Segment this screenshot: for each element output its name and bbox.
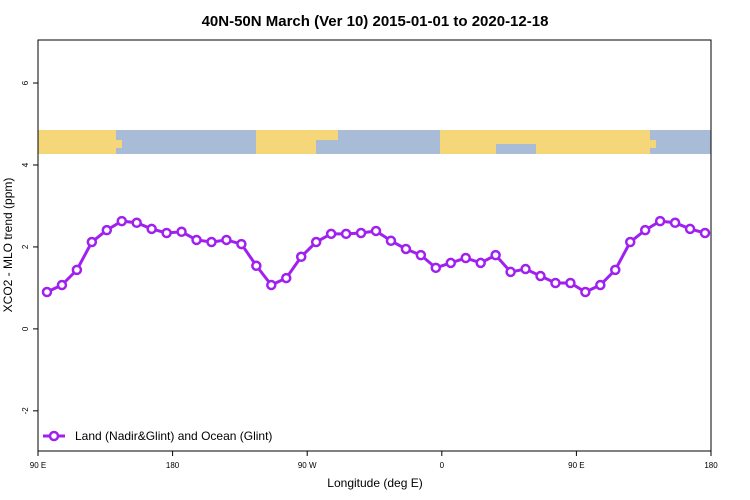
data-point xyxy=(654,215,666,227)
data-point xyxy=(370,225,382,237)
y-tick-label: -2 xyxy=(21,407,30,415)
data-point xyxy=(116,215,128,227)
data-point xyxy=(266,279,277,291)
data-point xyxy=(520,263,531,275)
data-point xyxy=(131,217,142,229)
data-point xyxy=(101,224,113,236)
data-point xyxy=(610,264,621,276)
data-point xyxy=(281,272,292,284)
data-point xyxy=(236,238,247,250)
data-point xyxy=(669,217,681,229)
data-point xyxy=(699,227,711,239)
data-point xyxy=(475,257,486,269)
data-point xyxy=(445,257,457,269)
data-point xyxy=(415,249,427,261)
data-point xyxy=(550,277,561,289)
data-point xyxy=(206,236,217,248)
y-tick-label: 0 xyxy=(21,326,30,331)
data-point xyxy=(325,228,337,240)
data-point xyxy=(191,234,202,246)
data-point xyxy=(385,235,397,247)
y-tick-label: 4 xyxy=(21,162,30,167)
y-tick-label: 6 xyxy=(21,80,30,85)
data-point xyxy=(460,252,471,264)
data-point xyxy=(56,279,68,291)
x-axis-label: Longitude (deg E) xyxy=(327,476,422,490)
legend-label: Land (Nadir&Glint) and Ocean (Glint) xyxy=(75,429,272,443)
legend-marker xyxy=(48,430,60,442)
data-point xyxy=(430,262,442,274)
data-point xyxy=(146,223,157,235)
data-point xyxy=(161,227,172,239)
data-point xyxy=(684,223,696,235)
data-point xyxy=(41,286,53,298)
data-point xyxy=(580,286,591,298)
y-tick-label: 2 xyxy=(21,244,30,249)
map-strip xyxy=(38,130,711,154)
x-tick-label: 0 xyxy=(440,461,445,470)
data-point xyxy=(71,264,83,276)
chart-title: 40N-50N March (Ver 10) 2015-01-01 to 202… xyxy=(202,13,549,30)
data-point xyxy=(639,224,651,236)
data-point xyxy=(505,266,516,278)
data-point xyxy=(565,277,576,289)
data-point xyxy=(595,279,606,291)
data-point xyxy=(340,228,352,240)
x-tick-label: 90 E xyxy=(568,461,584,470)
x-tick-label: 180 xyxy=(704,461,718,470)
data-point xyxy=(355,227,367,239)
data-point xyxy=(400,243,412,255)
data-point xyxy=(624,236,636,248)
data-point xyxy=(310,236,322,248)
x-tick-label: 90 E xyxy=(30,461,46,470)
x-tick-label: 90 W xyxy=(298,461,317,470)
data-point xyxy=(295,251,307,263)
data-point xyxy=(221,234,232,246)
x-tick-label: 180 xyxy=(166,461,180,470)
data-point xyxy=(86,236,98,248)
data-point xyxy=(535,270,546,282)
data-point xyxy=(490,249,501,261)
data-point xyxy=(176,226,187,238)
y-axis-label: XCO2 - MLO trend (ppm) xyxy=(1,178,15,313)
plot-frame xyxy=(37,39,712,452)
data-point xyxy=(251,260,262,272)
